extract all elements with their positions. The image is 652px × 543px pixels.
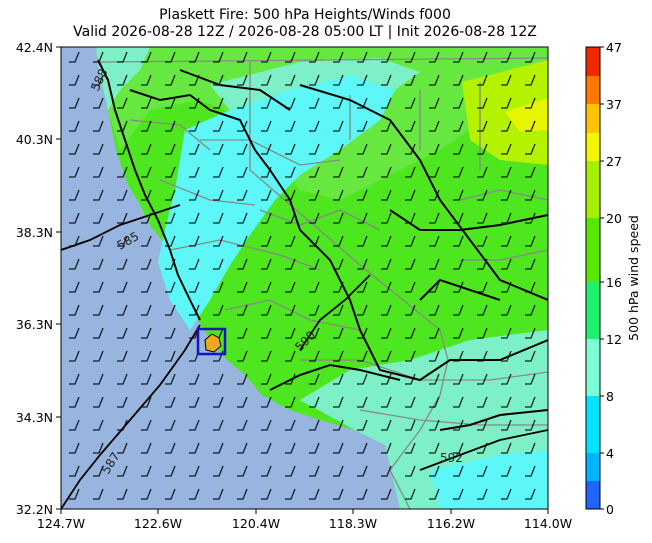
colorbar-segment (586, 396, 600, 453)
x-tick-label: 118.3W (329, 516, 377, 531)
colorbar-segment (586, 481, 600, 509)
colorbar-segment (586, 133, 600, 161)
colorbar-tick-label: 27 (606, 154, 622, 169)
colorbar-tick-label: 8 (606, 389, 614, 404)
colorbar-segment (586, 218, 600, 282)
x-tick-label: 124.7W (37, 516, 85, 531)
height-contours (61, 204, 548, 509)
chart-subtitle: Valid 2026-08-28 12Z / 2026-08-28 05:00 … (73, 24, 537, 40)
x-tick-label: 114.0W (524, 516, 572, 531)
colorbar-tick-label: 16 (606, 275, 622, 290)
x-tick-label: 120.4W (232, 516, 280, 531)
y-tick-label: 34.3N (16, 410, 53, 425)
fire-location-box (196, 327, 227, 356)
x-tick-label: 122.6W (134, 516, 182, 531)
colorbar-tick-label: 20 (606, 211, 622, 226)
colorbar-tick-label: 12 (606, 332, 622, 347)
y-tick-label: 36.3N (16, 317, 53, 332)
wind-barbs (61, 47, 548, 509)
colorbar-segment (586, 161, 600, 218)
colorbar-tick-label: 4 (606, 446, 614, 461)
colorbar-segment (586, 47, 600, 76)
map-area: 588 585 590 587 592 (61, 47, 548, 509)
y-tick-label: 38.3N (16, 225, 53, 240)
y-tick-label: 32.2N (16, 502, 53, 517)
colorbar-tick-label: 47 (606, 40, 622, 55)
x-tick-label: 116.2W (427, 516, 475, 531)
colorbar-segment (586, 339, 600, 396)
colorbar-tick-label: 0 (606, 502, 614, 517)
contour-label-592: 592 (440, 451, 463, 465)
y-tick-label: 42.4N (16, 40, 53, 55)
colorbar-axis-label: 500 hPa wind speed (626, 215, 641, 341)
x-axis (60, 509, 549, 514)
colorbar-tick-label: 37 (606, 97, 622, 112)
fire-perimeter (204, 333, 222, 353)
colorbar-segment (586, 76, 600, 104)
colorbar-segment (586, 453, 600, 481)
terrain-outlines (97, 59, 548, 431)
colorbar (585, 46, 604, 510)
map-frame (60, 46, 549, 510)
colorbar-segment (586, 104, 600, 133)
colorbar-segment (586, 282, 600, 339)
chart-title: Plaskett Fire: 500 hPa Heights/Winds f00… (159, 7, 451, 23)
y-tick-label: 40.3N (16, 132, 53, 147)
y-axis (56, 46, 61, 510)
